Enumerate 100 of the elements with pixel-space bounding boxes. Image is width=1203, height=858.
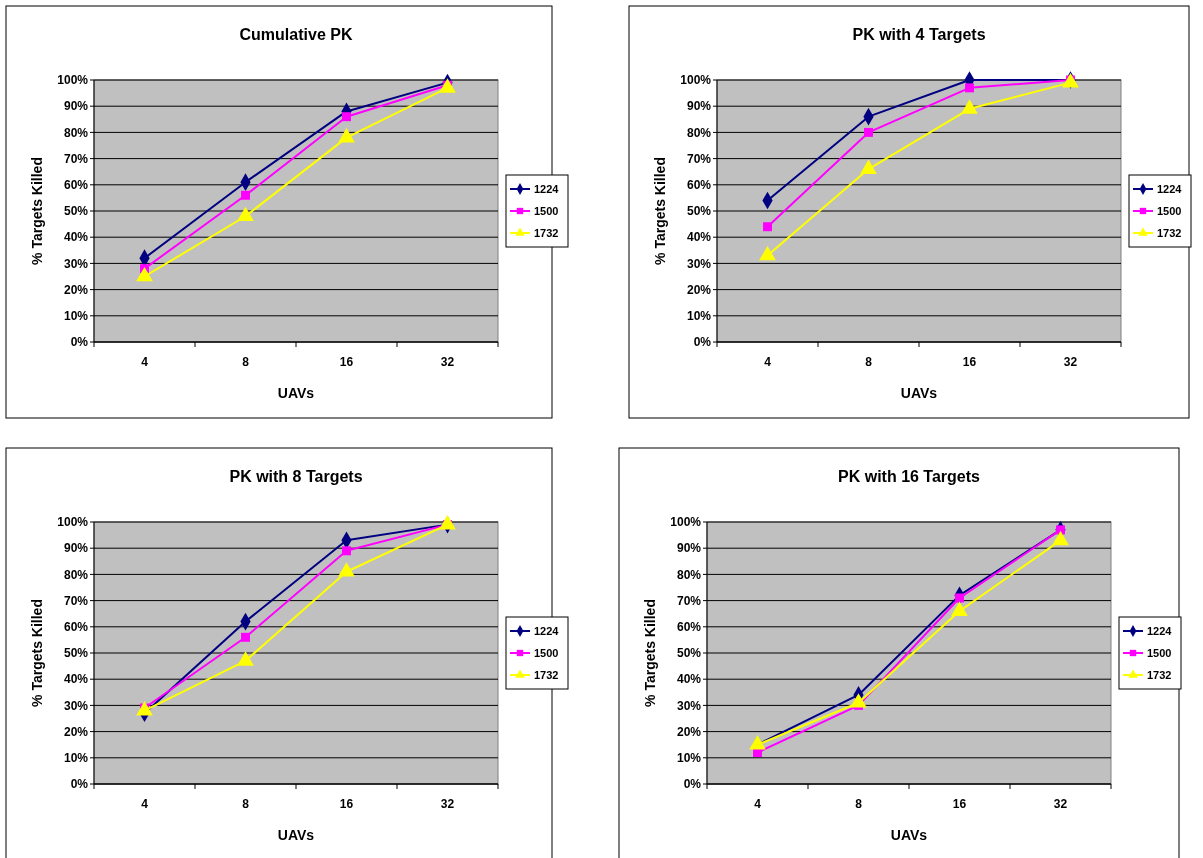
point	[749, 735, 766, 750]
point	[338, 128, 355, 143]
x-tick-label: 8	[242, 797, 250, 811]
legend-label: 1500	[534, 204, 559, 217]
y-tick-label: 70%	[63, 151, 89, 166]
y-tick-label: 20%	[676, 724, 702, 739]
y-tick-label: 0%	[693, 335, 712, 350]
point	[241, 190, 250, 200]
x-axis-title: UAVs	[277, 827, 315, 843]
y-tick-label: 70%	[63, 593, 89, 608]
y-tick-label: 60%	[676, 620, 702, 634]
x-tick-label: 32	[440, 355, 455, 369]
legend-label: 1732	[534, 668, 559, 681]
x-tick-label: 8	[242, 355, 250, 369]
y-tick-label: 60%	[63, 178, 89, 192]
y-tick-label: 40%	[63, 230, 89, 245]
y-tick-label: 90%	[686, 99, 712, 114]
x-axis-title: UAVs	[890, 827, 928, 843]
y-tick-label: 30%	[676, 698, 702, 713]
y-tick-label: 80%	[676, 567, 702, 582]
y-axis-title: % Targets Killed	[29, 599, 45, 707]
y-tick-label: 90%	[63, 541, 89, 556]
x-tick-label: 32	[440, 797, 455, 811]
y-tick-label: 60%	[686, 178, 712, 192]
x-tick-label: 32	[1053, 797, 1068, 811]
y-tick-label: 80%	[63, 567, 89, 582]
point	[342, 112, 351, 122]
legend-label: 1224	[534, 182, 560, 195]
y-axis-title: % Targets Killed	[652, 157, 668, 265]
y-tick-label: 10%	[63, 309, 89, 323]
point	[860, 159, 877, 174]
y-tick-label: 80%	[63, 125, 89, 140]
x-tick-label: 16	[952, 797, 967, 811]
legend-label: 1732	[1157, 226, 1182, 239]
y-tick-label: 70%	[686, 151, 712, 166]
legend-label: 1224	[1157, 182, 1183, 195]
legend-label: 1500	[1157, 204, 1182, 217]
point	[1056, 525, 1065, 535]
y-tick-label: 30%	[686, 256, 712, 271]
point	[965, 83, 974, 93]
y-tick-label: 40%	[63, 672, 89, 687]
y-axis-title: % Targets Killed	[642, 599, 658, 707]
y-tick-label: 90%	[63, 99, 89, 114]
point	[237, 651, 254, 666]
legend-label: 1500	[534, 646, 559, 659]
y-tick-label: 20%	[686, 282, 712, 297]
x-axis-title: UAVs	[900, 385, 938, 401]
y-tick-label: 10%	[686, 309, 712, 323]
legend-label: 1500	[1147, 646, 1172, 659]
y-tick-label: 40%	[686, 230, 712, 245]
point	[439, 515, 456, 530]
y-axis-title: % Targets Killed	[29, 157, 45, 265]
chart-title: Cumulative PK	[239, 26, 353, 43]
point	[864, 127, 873, 137]
x-axis-title: UAVs	[277, 385, 315, 401]
y-tick-label: 50%	[63, 204, 89, 219]
point	[759, 245, 776, 261]
y-tick-label: 40%	[676, 672, 702, 687]
chart-title: PK with 8 Targets	[229, 468, 363, 485]
x-tick-label: 8	[855, 797, 863, 811]
point	[342, 546, 351, 556]
legend-label: 1224	[534, 624, 560, 637]
legend-label: 1732	[1147, 668, 1172, 681]
point	[136, 701, 153, 716]
y-tick-label: 50%	[63, 646, 89, 661]
x-tick-label: 16	[962, 355, 977, 369]
x-tick-label: 4	[754, 797, 762, 811]
y-tick-label: 0%	[70, 777, 89, 792]
y-tick-label: 20%	[63, 282, 89, 297]
y-tick-label: 70%	[676, 593, 702, 608]
point	[338, 562, 355, 577]
point	[241, 632, 250, 642]
x-tick-label: 16	[339, 797, 354, 811]
y-tick-label: 60%	[63, 620, 89, 634]
y-tick-label: 100%	[57, 515, 89, 530]
y-tick-label: 100%	[680, 73, 712, 88]
y-tick-label: 100%	[670, 515, 702, 530]
x-tick-label: 4	[764, 355, 772, 369]
chart-title: PK with 4 Targets	[852, 26, 986, 43]
y-tick-label: 80%	[686, 125, 712, 140]
y-tick-label: 30%	[63, 256, 89, 271]
y-tick-label: 0%	[683, 777, 702, 792]
y-tick-label: 0%	[70, 335, 89, 350]
point	[763, 222, 772, 232]
y-tick-label: 50%	[676, 646, 702, 661]
y-tick-label: 90%	[676, 541, 702, 556]
point	[850, 693, 867, 708]
y-tick-label: 10%	[676, 751, 702, 765]
x-tick-label: 32	[1063, 355, 1078, 369]
y-tick-label: 100%	[57, 73, 89, 88]
x-tick-label: 16	[339, 355, 354, 369]
legend-label: 1732	[534, 226, 559, 239]
legend-label: 1224	[1147, 624, 1173, 637]
x-tick-label: 8	[865, 355, 873, 369]
y-tick-label: 30%	[63, 698, 89, 713]
y-tick-label: 20%	[63, 724, 89, 739]
y-tick-label: 10%	[63, 751, 89, 765]
x-tick-label: 4	[141, 797, 149, 811]
chart-title: PK with 16 Targets	[838, 468, 981, 485]
y-tick-label: 50%	[686, 204, 712, 219]
